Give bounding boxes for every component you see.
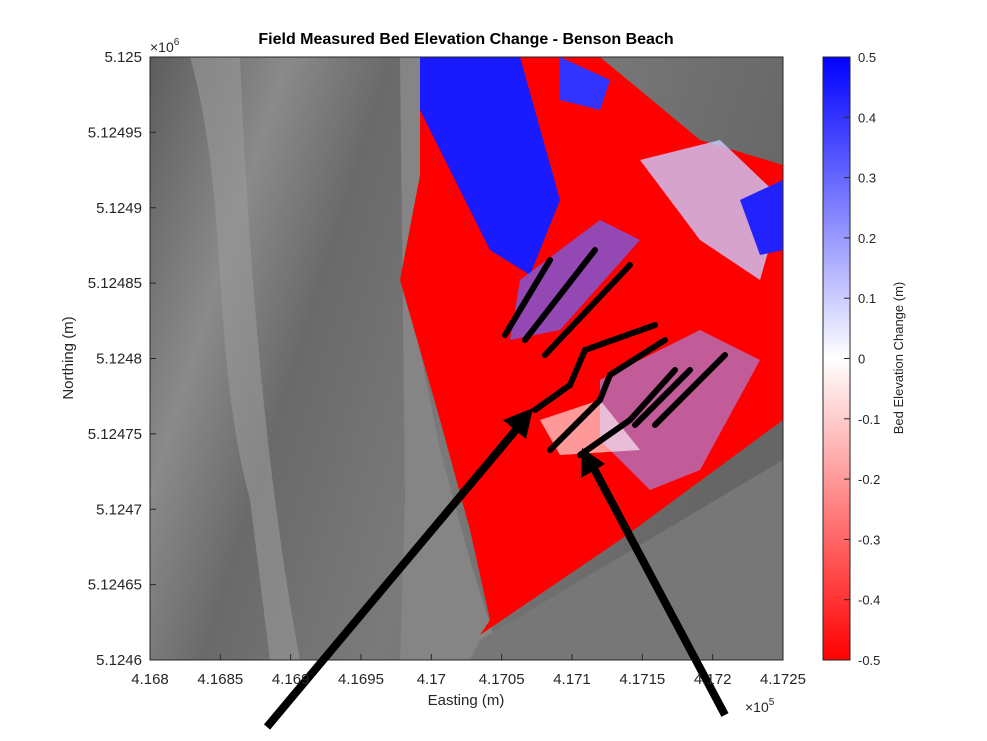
colorbar-label: Bed Elevation Change (m) [891,282,906,434]
y-tick-label: 5.1247 [96,501,142,518]
y-tick-label: 5.1246 [96,652,142,669]
x-tick-label: 4.1715 [619,671,665,688]
y-axis-label: Northing (m) [60,316,77,399]
colorbar-tick-label: 0.2 [858,231,876,246]
x-tick-label: 4.171 [553,671,591,688]
x-tick-label: 4.168 [131,671,169,688]
x-scale-base: ×10 [745,699,769,715]
y-scale-power: 6 [174,37,180,48]
figure: Field Measured Bed Elevation Change - Be… [0,0,987,736]
x-tick-label: 4.1725 [760,671,806,688]
map-image [150,57,783,660]
x-tick-label: 4.1705 [479,671,525,688]
x-tick-label: 4.17 [417,671,446,688]
x-axis-label: Easting (m) [428,692,505,709]
colorbar-tick-label: 0 [858,352,865,367]
y-scale: ×106 [150,37,180,55]
colorbar-tick-label: 0.3 [858,171,876,186]
colorbar-tick-label: -0.1 [858,412,880,427]
x-tick-label: 4.169 [272,671,310,688]
x-scale: ×105 [745,697,775,715]
colorbar-tick-label: -0.2 [858,472,880,487]
colorbar-tick-label: -0.3 [858,532,880,547]
x-tick-label: 4.1695 [338,671,384,688]
x-scale-power: 5 [769,697,775,708]
y-scale-base: ×10 [150,39,174,55]
colorbar-tick-label: 0.1 [858,291,876,306]
y-tick-label: 5.1248 [96,351,142,368]
colorbar-tick-label: -0.5 [858,653,880,668]
colorbar-tick-label: -0.4 [858,593,880,608]
y-tick-label: 5.125 [104,49,142,66]
x-tick-label: 4.1685 [197,671,243,688]
y-tick-label: 5.12465 [88,577,142,594]
x-tick-label: 4.172 [694,671,732,688]
chart-title: Field Measured Bed Elevation Change - Be… [258,31,673,48]
colorbar-tick-label: 0.5 [858,50,876,65]
y-tick-label: 5.12495 [88,124,142,141]
y-tick-label: 5.12485 [88,275,142,292]
colorbar-tick-label: 0.4 [858,110,876,125]
y-tick-label: 5.1249 [96,200,142,217]
y-tick-label: 5.12475 [88,426,142,443]
